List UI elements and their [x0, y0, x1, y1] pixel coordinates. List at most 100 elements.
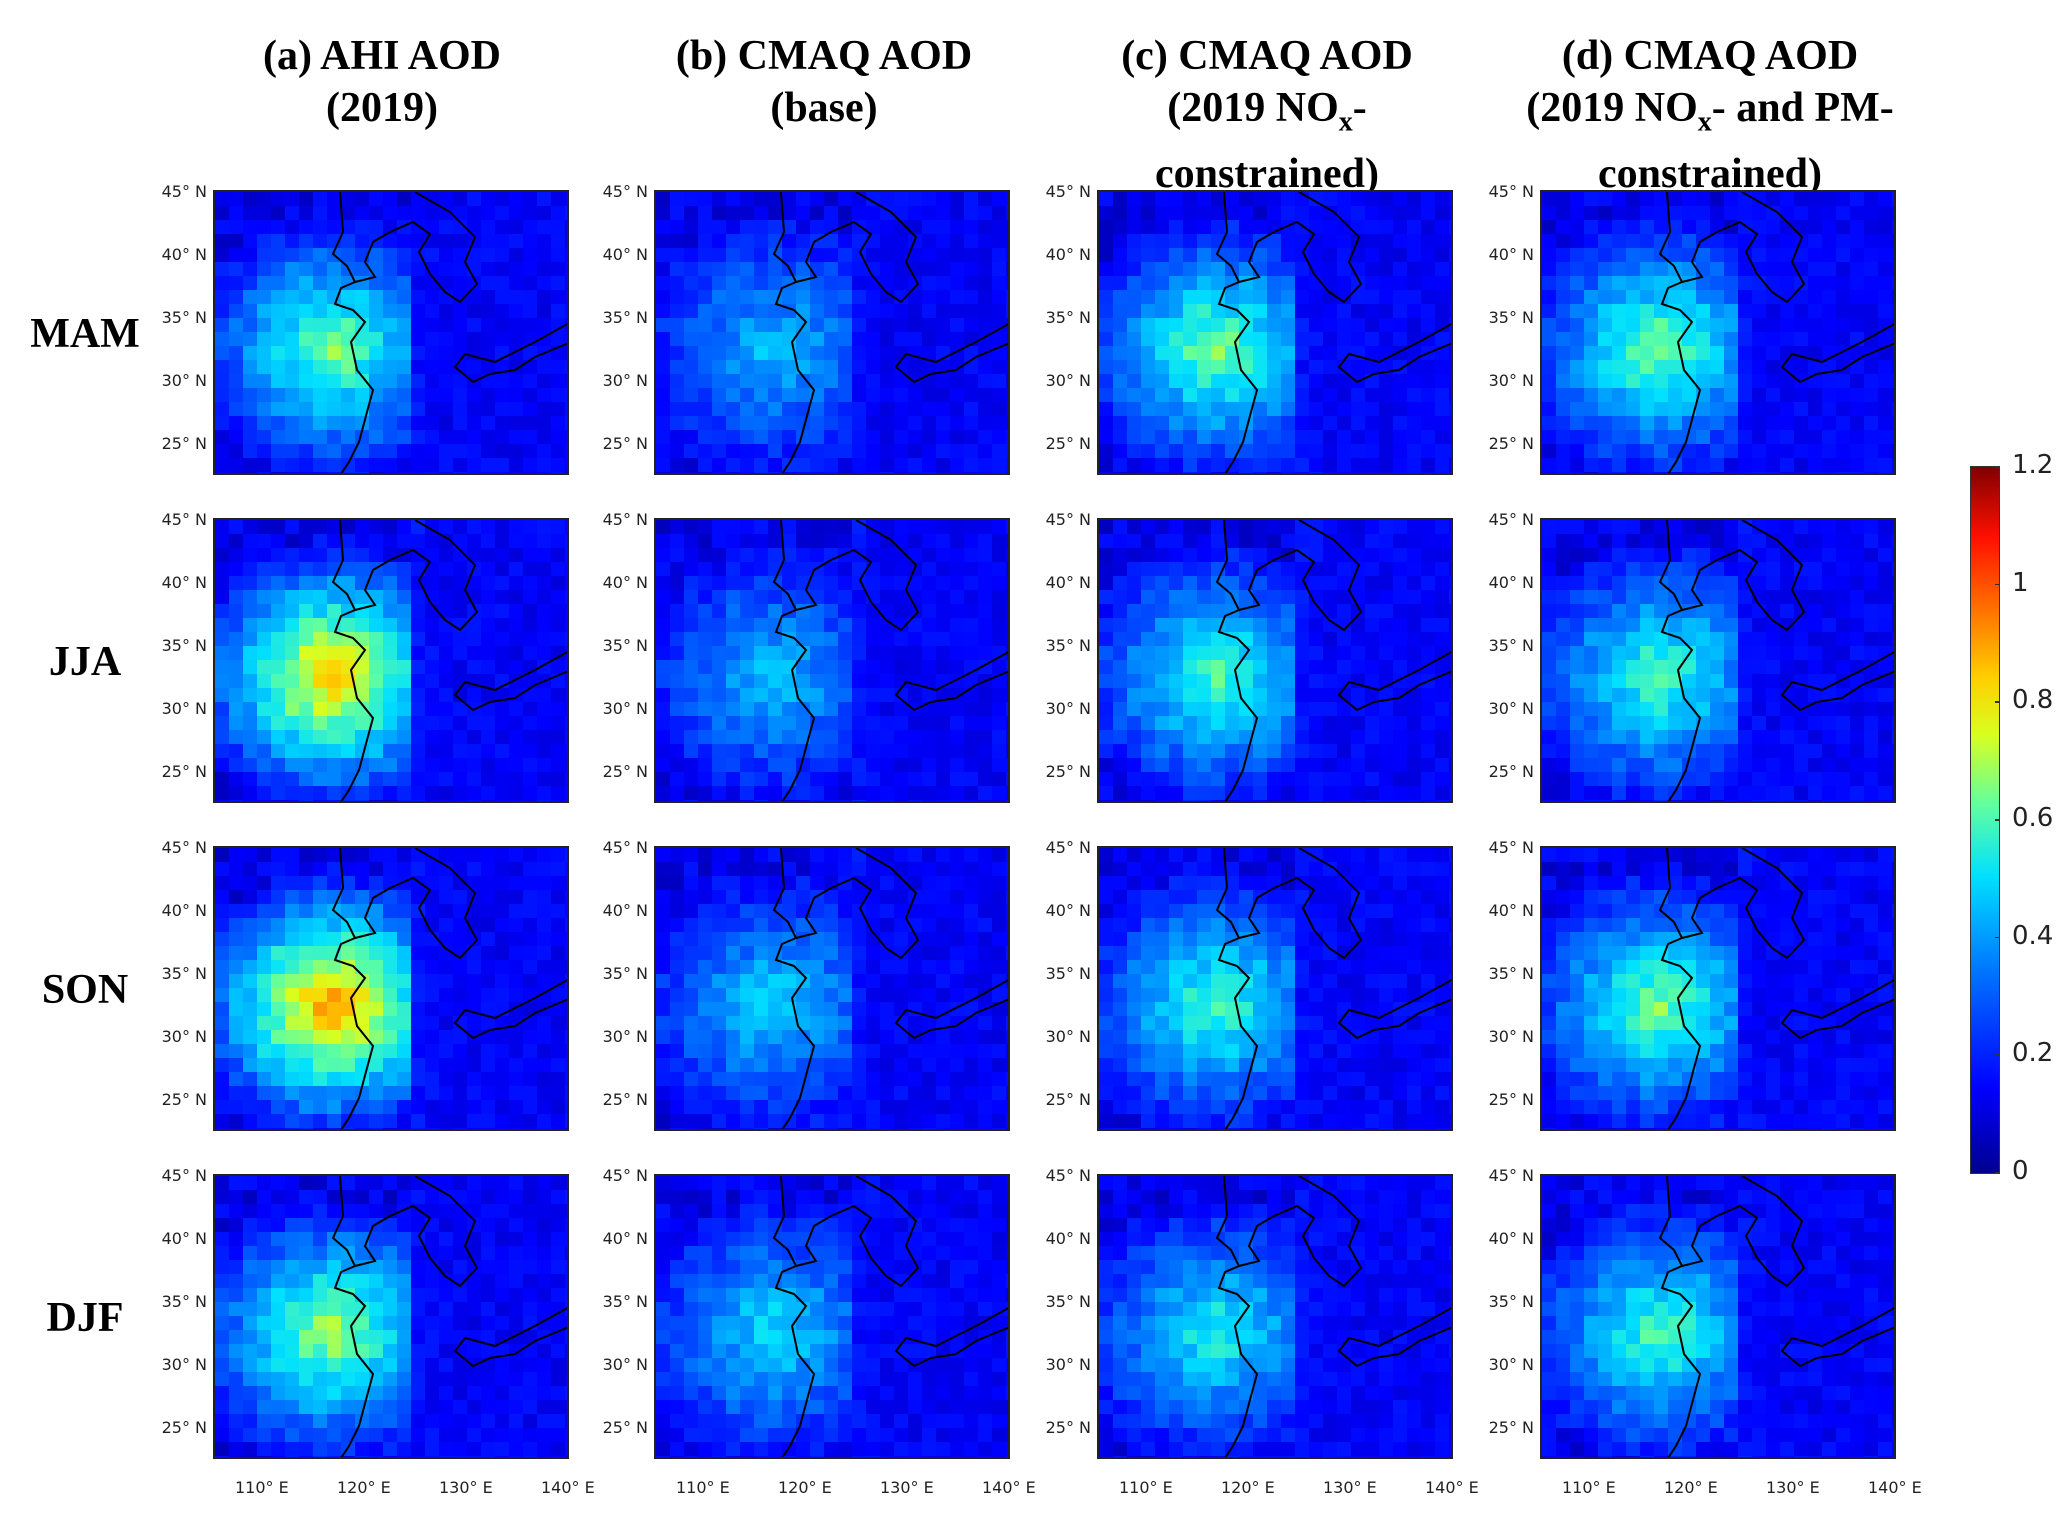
aod-cell [1696, 290, 1710, 304]
aod-cell [397, 1072, 411, 1086]
aod-cell [215, 716, 229, 730]
aod-cell [1542, 632, 1556, 646]
aod-cell [215, 758, 229, 772]
aod-cell [383, 1100, 397, 1114]
aod-cell [1626, 786, 1640, 800]
aod-cell [229, 388, 243, 402]
aod-cell [313, 206, 327, 220]
aod-cell [726, 276, 740, 290]
aod-cell [299, 576, 313, 590]
aod-cell [936, 192, 950, 206]
aod-cell [495, 1016, 509, 1030]
aod-cell [1752, 248, 1766, 262]
aod-cell [509, 576, 523, 590]
aod-cell [355, 290, 369, 304]
aod-cell [509, 206, 523, 220]
aod-cell [1365, 192, 1379, 206]
aod-cell [852, 674, 866, 688]
aod-cell [964, 604, 978, 618]
aod-cell [1225, 248, 1239, 262]
aod-cell [992, 444, 1006, 458]
aod-cell [1654, 318, 1668, 332]
aod-cell [1267, 520, 1281, 534]
aod-cell [810, 702, 824, 716]
aod-cell [1155, 374, 1169, 388]
aod-cell [439, 632, 453, 646]
aod-cell [1141, 220, 1155, 234]
aod-cell [1710, 290, 1724, 304]
aod-cell [1197, 318, 1211, 332]
lat-tick-label: 45° N [1045, 510, 1091, 529]
aod-cell [1878, 416, 1892, 430]
aod-cell [551, 332, 565, 346]
aod-cell [880, 388, 894, 402]
aod-cell [425, 674, 439, 688]
aod-cell [866, 318, 880, 332]
aod-cell [1309, 618, 1323, 632]
aod-cell [215, 520, 229, 534]
aod-cell [992, 206, 1006, 220]
aod-cell [964, 786, 978, 800]
aod-cell [1710, 262, 1724, 276]
aod-cell [1780, 520, 1794, 534]
aod-cell [1738, 332, 1752, 346]
aod-cell [1724, 444, 1738, 458]
aod-cell [1738, 618, 1752, 632]
aod-cell [880, 472, 894, 473]
aod-cell [1738, 402, 1752, 416]
aod-cell [383, 904, 397, 918]
aod-cell [565, 534, 567, 548]
aod-cell [1766, 304, 1780, 318]
aod-cell [922, 590, 936, 604]
aod-cell [936, 576, 950, 590]
aod-cell [215, 590, 229, 604]
aod-cell [1197, 458, 1211, 472]
aod-cell [1421, 576, 1435, 590]
aod-cell [523, 562, 537, 576]
aod-cell [1253, 458, 1267, 472]
aod-cell [1822, 234, 1836, 248]
aod-cell [439, 374, 453, 388]
aod-cell [1542, 772, 1556, 786]
aod-cell [1542, 562, 1556, 576]
aod-cell [229, 332, 243, 346]
aod-cell [726, 234, 740, 248]
aod-cell [369, 960, 383, 974]
aod-cell [1155, 360, 1169, 374]
aod-cell [1570, 360, 1584, 374]
aod-cell [1836, 758, 1850, 772]
aod-cell [1113, 604, 1127, 618]
aod-cell [1295, 604, 1309, 618]
aod-cell [1127, 562, 1141, 576]
aod-cell [355, 1100, 369, 1114]
aod-cell [509, 472, 523, 473]
aod-cell [1836, 374, 1850, 388]
aod-cell [1850, 716, 1864, 730]
aod-cell [1421, 590, 1435, 604]
aod-cell [1155, 730, 1169, 744]
aod-cell [481, 1100, 495, 1114]
aod-cell [1351, 800, 1365, 801]
aod-cell [1850, 758, 1864, 772]
aod-cell [369, 248, 383, 262]
aod-cell [383, 1086, 397, 1100]
aod-cell [1253, 304, 1267, 318]
aod-cell [1584, 730, 1598, 744]
aod-cell [1295, 618, 1309, 632]
aod-cell [1878, 472, 1892, 473]
aod-cell [810, 604, 824, 618]
aod-cell [1309, 430, 1323, 444]
aod-cell [1099, 374, 1113, 388]
aod-cell [936, 548, 950, 562]
aod-cell [740, 262, 754, 276]
aod-cell [754, 590, 768, 604]
aod-cell [1006, 444, 1008, 458]
aod-cell [768, 402, 782, 416]
aod-cell [215, 1002, 229, 1016]
aod-cell [341, 1058, 355, 1072]
aod-cell [810, 646, 824, 660]
aod-cell [271, 472, 285, 473]
aod-cell [313, 562, 327, 576]
aod-cell [1584, 590, 1598, 604]
aod-cell [1612, 674, 1626, 688]
